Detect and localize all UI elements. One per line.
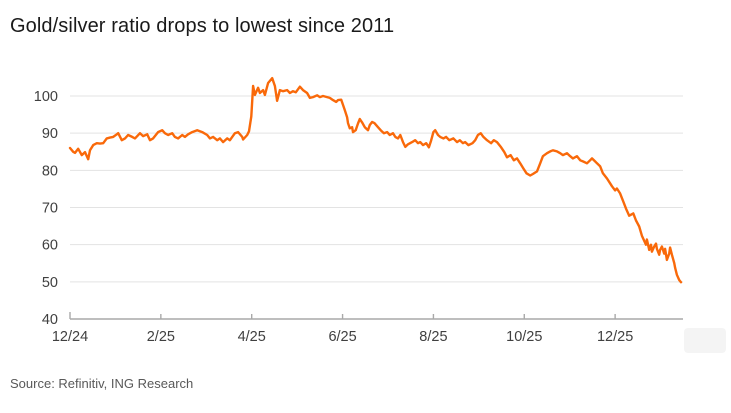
x-tick-label-8/25: 8/25 <box>419 329 447 345</box>
x-tick-label-4/25: 4/25 <box>238 329 266 345</box>
y-tick-label-70: 70 <box>42 201 58 217</box>
y-tick-label-50: 50 <box>42 275 58 291</box>
bottom-right-artifact <box>684 328 726 353</box>
y-tick-label-100: 100 <box>34 89 58 105</box>
source-note: Source: Refinitiv, ING Research <box>10 376 194 391</box>
y-tick-label-80: 80 <box>42 163 58 179</box>
y-tick-label-90: 90 <box>42 126 58 142</box>
y-tick-label-60: 60 <box>42 238 58 254</box>
x-tick-label-12/25: 12/25 <box>597 329 633 345</box>
x-tick-label-2/25: 2/25 <box>147 329 175 345</box>
page-title: Gold/silver ratio drops to lowest since … <box>10 15 395 37</box>
series-line-gold-silver-ratio <box>68 76 683 284</box>
x-tick-label-6/25: 6/25 <box>328 329 356 345</box>
x-tick-label-12/24: 12/24 <box>52 329 88 345</box>
y-tick-label-40: 40 <box>42 312 58 328</box>
x-tick-label-10/25: 10/25 <box>506 329 542 345</box>
